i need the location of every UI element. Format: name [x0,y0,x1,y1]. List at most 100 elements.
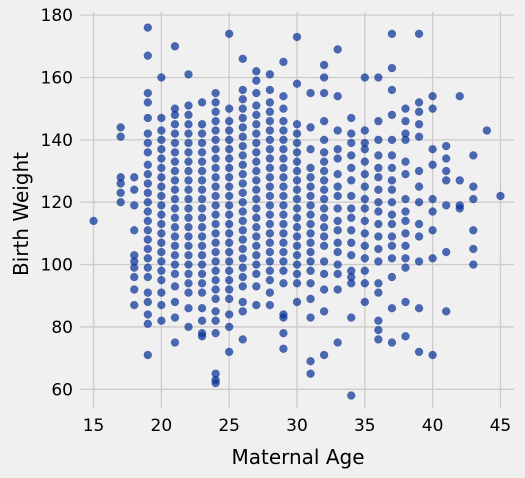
data-point [211,316,220,325]
data-point [292,120,302,129]
data-point [184,129,193,138]
data-point [184,185,193,194]
data-point [347,279,356,288]
data-point [469,244,478,254]
data-point [224,154,234,163]
data-point [401,135,410,145]
data-point [279,173,288,182]
data-point [224,285,234,294]
data-point [143,254,153,263]
data-point [414,219,424,229]
data-point [211,328,220,338]
data-point [143,129,153,138]
data-point [401,169,410,179]
data-point [184,260,193,269]
data-point [333,45,342,54]
data-point [211,107,220,117]
data-point [184,288,193,297]
y-tick-label: 80 [51,318,73,338]
data-point [238,226,247,235]
data-point [347,313,356,322]
data-point [306,123,315,132]
data-point [401,241,410,251]
data-point [360,266,370,276]
data-point [387,219,397,229]
data-point [279,135,288,145]
data-point [496,191,505,201]
data-point [428,160,437,170]
data-point [428,194,437,204]
data-point [224,322,234,332]
data-point [347,238,356,247]
x-tick-label: 30 [286,416,308,436]
data-point [184,250,193,260]
data-point [130,300,139,310]
y-tick-labels: 60 80 100 120 140 160 180 [41,6,73,400]
data-point [374,197,383,207]
data-point [306,219,315,229]
data-point [238,54,247,64]
data-point [306,294,315,304]
data-point [333,226,342,235]
data-point [184,120,193,129]
data-point [374,335,383,344]
data-point [252,194,261,204]
data-point [319,157,329,166]
data-point [143,197,153,207]
data-point [333,204,342,213]
data-point [401,229,410,238]
data-point [306,229,315,238]
data-point [441,307,451,316]
data-point [184,204,193,213]
data-point [197,185,207,194]
data-point [333,238,342,247]
data-point [265,182,275,191]
data-point [197,269,207,279]
data-point [319,307,329,316]
data-point [265,70,275,79]
data-point [306,201,315,210]
data-point [319,194,329,204]
data-point [279,104,288,113]
data-point [306,144,315,154]
data-point [224,144,234,154]
data-point [333,260,342,269]
data-point [157,163,166,173]
data-point [279,279,288,288]
data-point [197,213,207,223]
data-point [252,76,261,85]
data-point [143,263,153,272]
data-point [197,279,207,288]
data-point [184,70,193,79]
data-point [265,144,275,154]
data-point [211,275,220,285]
data-point [170,110,180,120]
data-point [387,303,397,313]
x-tick-label: 35 [354,416,376,436]
data-point [211,144,220,154]
data-point [428,207,437,216]
data-point [211,173,220,182]
data-point [252,204,261,213]
data-point [224,191,234,201]
data-point [184,232,193,241]
data-point [469,226,478,235]
data-point [252,176,261,185]
data-point [292,166,302,176]
data-point [265,247,275,257]
data-point [224,238,234,247]
data-point [157,229,166,238]
data-point [428,226,437,235]
data-point [224,266,234,276]
data-point [333,182,342,191]
data-point [265,229,275,238]
data-point [374,185,383,194]
data-point [238,244,247,254]
data-point [319,213,329,223]
data-point [374,163,383,173]
data-point [360,182,370,191]
data-point [170,129,180,138]
data-point [224,257,234,266]
data-point [279,154,288,163]
